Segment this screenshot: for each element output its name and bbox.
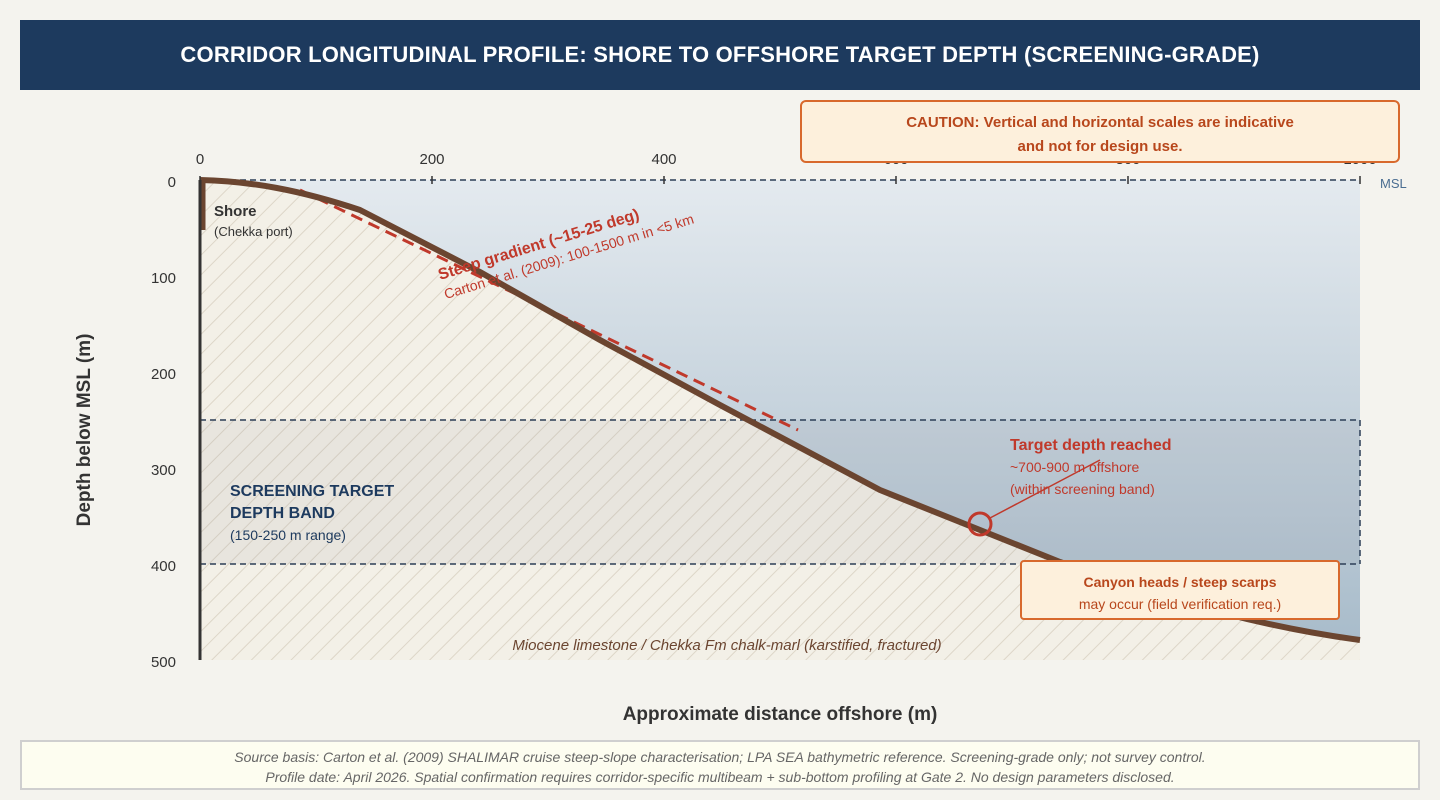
target-marker (967, 511, 993, 537)
y-tick-label: 200 (151, 366, 176, 383)
seabed-rock (200, 180, 1360, 660)
target-leader-line (989, 459, 1101, 519)
band-range-label: (150-250 m range) (230, 527, 346, 543)
canyon-line1: Canyon heads / steep scarps (1083, 574, 1277, 590)
caution-box: CAUTION: Vertical and horizontal scales … (800, 100, 1400, 163)
y-tick-label: 300 (151, 462, 176, 479)
target-line1: ~700-900 m offshore (1010, 459, 1140, 475)
screening-band-fill (200, 420, 1360, 564)
x-axis-ticks (199, 176, 1361, 184)
x-tick-label: 0 (196, 151, 204, 168)
x-axis-label: Approximate distance offshore (m) (623, 704, 938, 725)
y-tick-label: 100 (151, 270, 176, 287)
x-tick-label: 400 (651, 151, 676, 168)
shore-sublabel: (Chekka port) (214, 224, 293, 239)
y-tick-label: 0 (168, 174, 176, 191)
source-line2: Profile date: April 2026. Spatial confir… (265, 769, 1175, 785)
caution-line1: CAUTION: Vertical and horizontal scales … (906, 114, 1294, 131)
target-title: Target depth reached (1010, 437, 1172, 454)
x-tick-label: 200 (419, 151, 444, 168)
shore-label: Shore (214, 203, 257, 220)
canyon-box: Canyon heads / steep scarps may occur (f… (1020, 560, 1340, 620)
y-tick-label: 500 (151, 654, 176, 671)
msl-label: MSL (1380, 176, 1407, 191)
y-tick-label: 400 (151, 558, 176, 575)
page-title: CORRIDOR LONGITUDINAL PROFILE: SHORE TO … (20, 20, 1420, 90)
band-label-line2: DEPTH BAND (230, 505, 335, 522)
source-line1: Source basis: Carton et al. (2009) SHALI… (234, 749, 1206, 765)
y-axis-label: Depth below MSL (m) (74, 334, 95, 527)
band-label-line1: SCREENING TARGET (230, 483, 394, 500)
target-line2: (within screening band) (1010, 481, 1155, 497)
canyon-line2: may occur (field verification req.) (1078, 596, 1282, 612)
caution-line2: and not for design use. (1017, 138, 1183, 155)
source-note: Source basis: Carton et al. (2009) SHALI… (20, 740, 1420, 790)
geology-label: Miocene limestone / Chekka Fm chalk-marl… (512, 637, 941, 654)
